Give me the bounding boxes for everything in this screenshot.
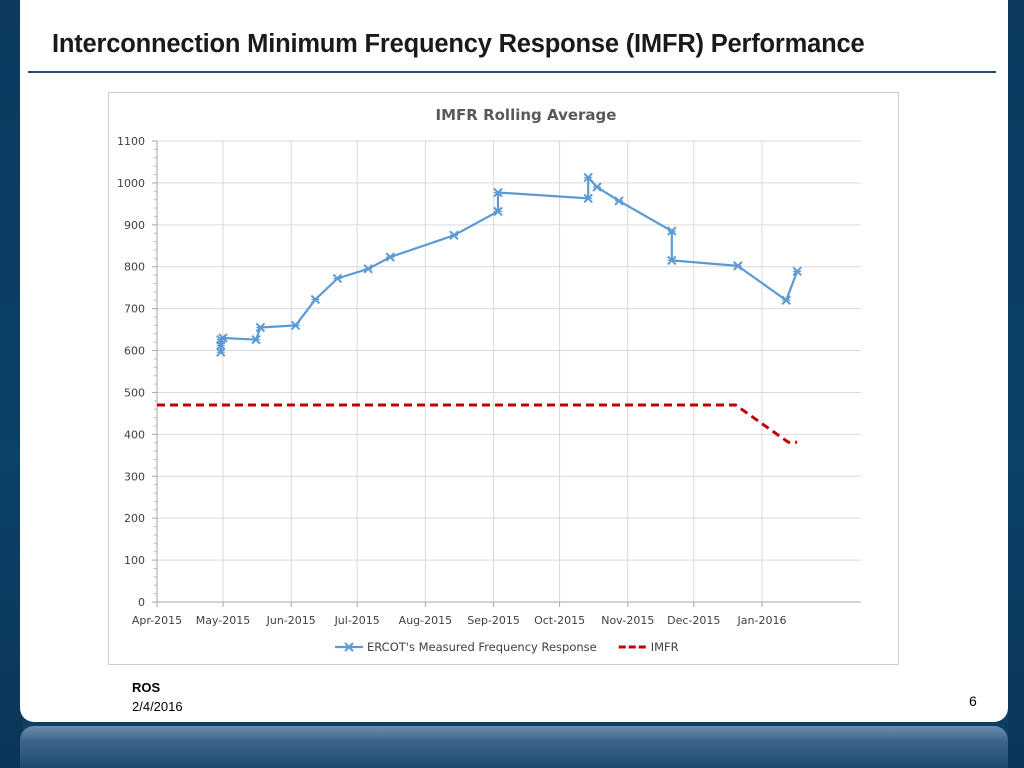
y-tick-label: 500 xyxy=(124,386,145,399)
legend-marker xyxy=(344,642,354,652)
data-point-marker xyxy=(493,187,503,198)
series-line-measured-frequency-response xyxy=(219,176,799,353)
data-point-marker xyxy=(363,264,373,274)
data-point-marker xyxy=(781,295,791,305)
series-line-imfr xyxy=(157,403,798,444)
chart-title: IMFR Rolling Average xyxy=(436,106,617,124)
data-point-marker xyxy=(733,261,743,271)
chart-legend: ERCOT's Measured Frequency Response IMFR xyxy=(335,640,679,654)
y-tick-label: 700 xyxy=(124,303,145,316)
y-tick-label: 200 xyxy=(124,512,145,525)
y-tick-label: 0 xyxy=(138,596,145,609)
data-point-marker xyxy=(310,294,321,305)
y-tick-label: 300 xyxy=(124,470,145,483)
data-point-marker xyxy=(667,255,677,266)
chart-container: 0 100 200 300 400 500 600 700 800 900 1000 1100 Apr-… xyxy=(108,92,899,665)
page-number: 6 xyxy=(969,693,977,709)
chart-series xyxy=(157,172,802,444)
chart-gridlines xyxy=(156,140,861,602)
x-tick-label: Oct-2015 xyxy=(534,614,585,627)
data-point-marker xyxy=(251,334,261,345)
slide-title: Interconnection Minimum Frequency Respon… xyxy=(52,30,865,58)
y-tick-label: 900 xyxy=(124,219,145,232)
title-divider xyxy=(28,71,996,73)
data-point-marker xyxy=(592,182,602,192)
x-tick-label: Sep-2015 xyxy=(467,614,520,627)
data-point-marker xyxy=(493,206,503,217)
y-tick-label: 1100 xyxy=(117,135,145,148)
legend-item: ERCOT's Measured Frequency Response xyxy=(335,640,597,654)
data-point-marker xyxy=(385,252,395,262)
data-point-marker xyxy=(583,172,593,183)
y-tick-label: 400 xyxy=(124,428,145,441)
x-tick-label: Jul-2015 xyxy=(334,614,380,627)
data-point-marker xyxy=(255,322,266,333)
data-point-marker xyxy=(667,226,677,236)
slide-frame-right xyxy=(1008,0,1024,768)
x-tick-label: Apr-2015 xyxy=(132,614,182,627)
x-tick-label: Jun-2015 xyxy=(266,614,316,627)
footer-organization: ROS xyxy=(132,680,161,695)
chart-axes: 0 100 200 300 400 500 600 700 800 900 1000 1100 Apr-… xyxy=(117,135,861,627)
y-tick-label: 1000 xyxy=(117,177,145,190)
data-point-marker xyxy=(792,266,802,277)
x-tick-label: Dec-2015 xyxy=(667,614,720,627)
y-tick-label: 800 xyxy=(124,261,145,274)
slide-bottom-bar xyxy=(20,726,1008,768)
data-point-marker xyxy=(332,273,343,284)
y-tick-label: 600 xyxy=(124,345,145,358)
slide-frame-left xyxy=(0,0,22,768)
x-tick-label: May-2015 xyxy=(196,614,251,627)
data-point-marker xyxy=(218,333,228,343)
legend-item: IMFR xyxy=(618,640,679,654)
footer-date: 2/4/2016 xyxy=(132,699,183,714)
line-chart: 0 100 200 300 400 500 600 700 800 900 1000 1100 Apr-… xyxy=(117,106,861,654)
x-tick-label: Jan-2016 xyxy=(737,614,787,627)
data-point-marker xyxy=(449,230,459,241)
x-tick-label: Nov-2015 xyxy=(601,614,654,627)
legend-label: ERCOT's Measured Frequency Response xyxy=(367,640,597,654)
data-point-marker xyxy=(614,196,624,206)
x-tick-label: Aug-2015 xyxy=(399,614,452,627)
data-point-marker xyxy=(290,320,301,331)
data-point-marker xyxy=(583,193,593,204)
y-tick-label: 100 xyxy=(124,554,145,567)
legend-label: IMFR xyxy=(651,640,679,654)
